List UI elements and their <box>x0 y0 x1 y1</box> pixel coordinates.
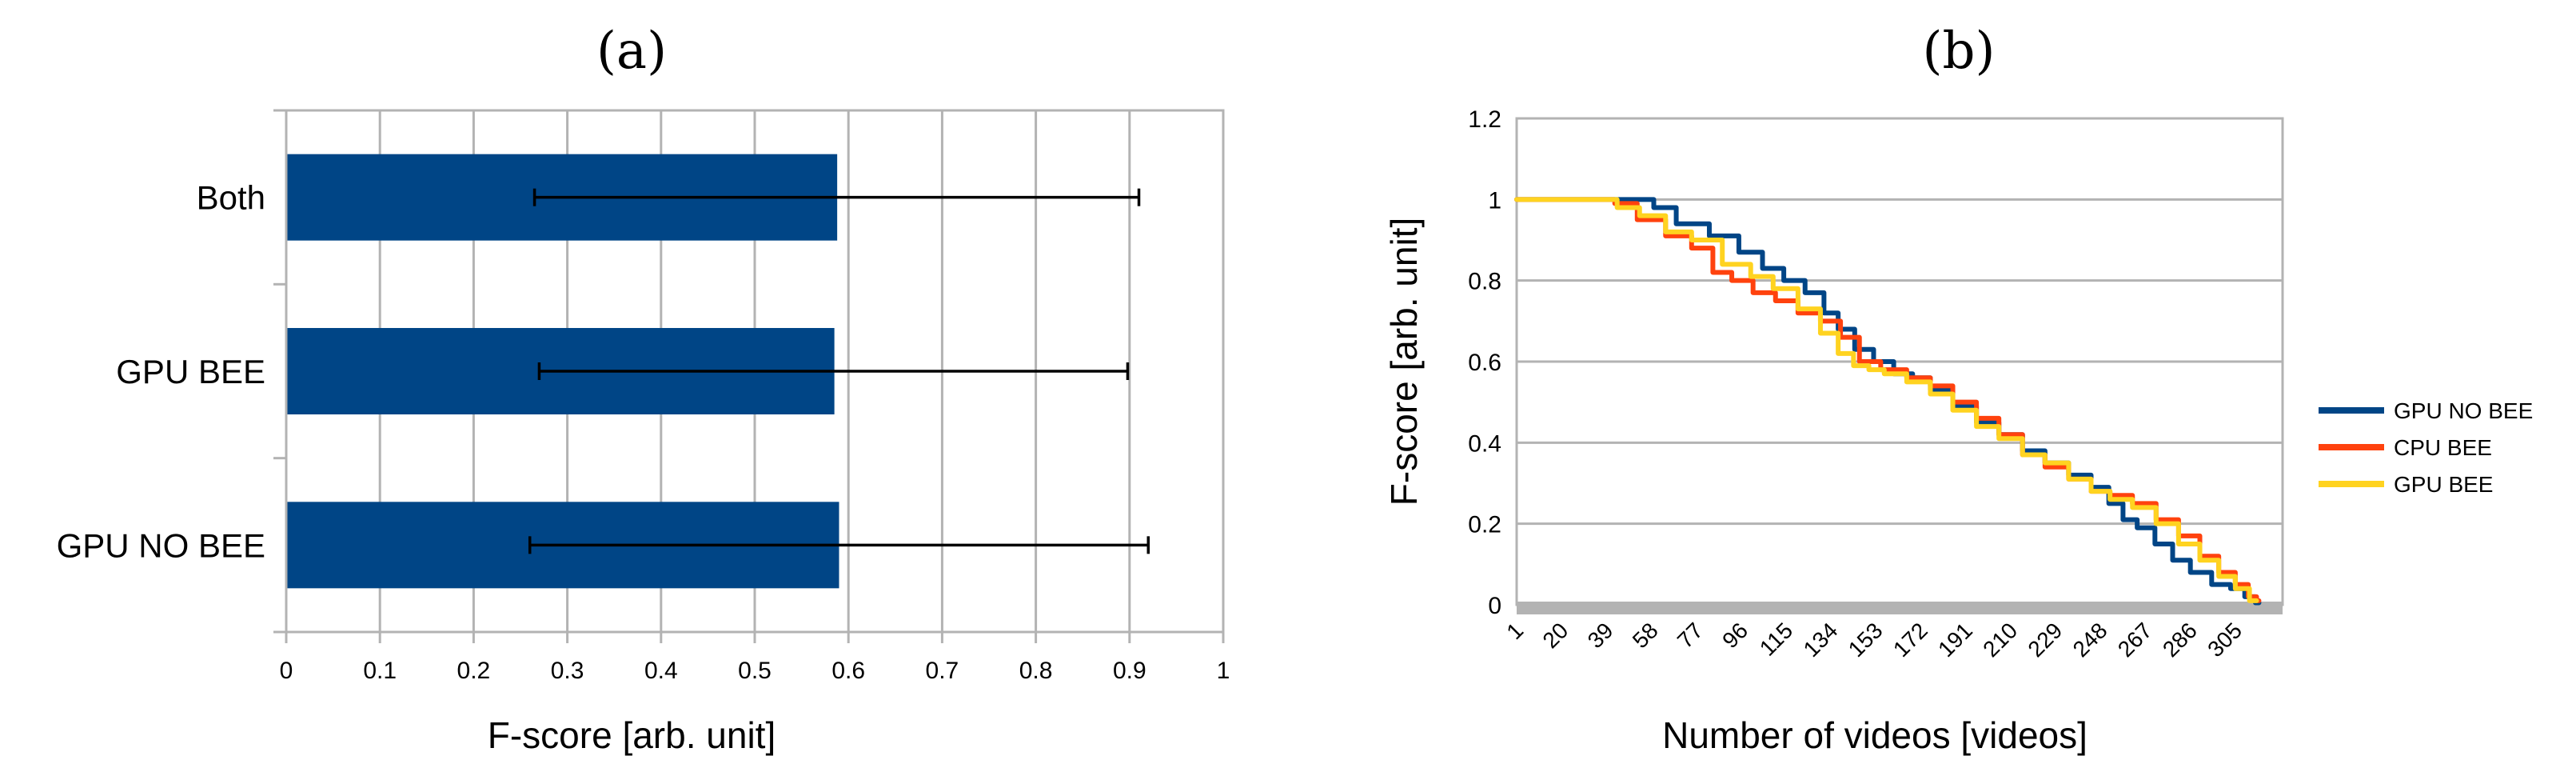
x-tick-label: 267 <box>2113 618 2157 662</box>
x-tick-label: 191 <box>1933 618 1977 662</box>
legend-label: GPU NO BEE <box>2394 398 2533 423</box>
y-tick-label: 1 <box>1488 187 1501 214</box>
panel-label-b: (b) <box>1923 22 1996 81</box>
x-tick-label: 286 <box>2158 618 2202 662</box>
y-tick-label: 0 <box>1488 593 1501 619</box>
x-tick-label: 0.4 <box>644 658 678 684</box>
axes-a <box>273 109 1225 643</box>
x-tick-label: 115 <box>1755 618 1797 660</box>
series-line <box>1514 197 2259 603</box>
x-tick-label: 0.9 <box>1113 658 1146 684</box>
x-tick-label: 0.3 <box>551 658 584 684</box>
x-tick-label: 58 <box>1628 618 1663 653</box>
x-axis-label-a: F-score [arb. unit] <box>488 714 776 756</box>
category-label: Both <box>197 179 265 217</box>
x-tick-label: 153 <box>1844 618 1888 662</box>
y-tick-labels-b: 0 0.2 0.4 0.6 0.8 1 1.2 <box>1468 106 1501 619</box>
y-tick-label: 0.2 <box>1468 512 1501 538</box>
x-tick-label: 1 <box>1217 658 1230 684</box>
line-chart-panel: (b) 00.20.40.60.811.2 1 20 39 58 77 96 115 134 1… <box>1383 22 2533 756</box>
x-tick-label: 134 <box>1799 618 1843 662</box>
y-axis-label-b: F-score [arb. unit] <box>1383 218 1425 506</box>
x-axis-band <box>1517 602 2283 614</box>
series-lines-b <box>1514 197 2262 606</box>
category-label: GPU NO BEE <box>57 526 265 564</box>
x-tick-label: 39 <box>1583 618 1618 653</box>
gridlines-b <box>1517 198 2283 614</box>
x-tick-labels-a: 0 0.1 0.2 0.3 0.4 0.5 0.6 0.7 0.8 0.9 1 <box>280 658 1230 684</box>
series-line <box>1514 197 2262 606</box>
x-tick-label: 210 <box>1978 618 2022 662</box>
legend-label: CPU BEE <box>2394 435 2492 460</box>
x-axis-label-b: Number of videos [videos] <box>1662 714 2088 756</box>
category-label: GPU BEE <box>116 353 265 390</box>
y-tick-label: 0.6 <box>1468 350 1501 376</box>
series-line <box>1514 197 2262 603</box>
x-tick-label: 172 <box>1888 618 1932 662</box>
x-tick-label: 0.5 <box>738 658 772 684</box>
panel-label-a: (a) <box>596 22 667 81</box>
y-tick-label: 1.2 <box>1468 106 1501 133</box>
legend-b: GPU NO BEE CPU BEE GPU BEE <box>2319 398 2533 497</box>
x-tick-label: 248 <box>2068 618 2112 662</box>
x-tick-label: 0 <box>280 658 293 684</box>
error-bars-a <box>528 188 1150 554</box>
legend-label: GPU BEE <box>2394 472 2493 497</box>
y-tick-label: 0.4 <box>1468 430 1501 457</box>
category-labels-a: Both GPU BEE GPU NO BEE <box>57 179 265 565</box>
x-tick-label: 0.8 <box>1019 658 1053 684</box>
x-tick-label: 0.1 <box>363 658 397 684</box>
x-tick-label: 0.6 <box>831 658 865 684</box>
x-tick-label: 1 <box>1501 618 1528 644</box>
x-tick-label: 20 <box>1537 618 1573 653</box>
x-tick-label: 77 <box>1673 618 1708 653</box>
x-tick-label: 96 <box>1717 618 1753 653</box>
y-tick-label: 0.8 <box>1468 269 1501 295</box>
x-tick-label: 229 <box>2023 618 2067 662</box>
x-tick-labels-b: 1 20 39 58 77 96 115 134 153 172 191 210 229 248 267 28… <box>1501 618 2247 662</box>
x-tick-label: 0.2 <box>457 658 491 684</box>
x-tick-label: 0.7 <box>926 658 959 684</box>
x-tick-label: 305 <box>2203 618 2247 662</box>
